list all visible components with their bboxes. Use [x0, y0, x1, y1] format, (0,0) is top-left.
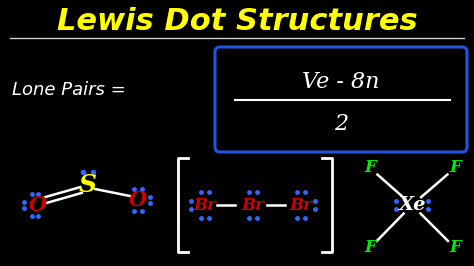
Text: O: O — [29, 195, 47, 215]
Text: F: F — [364, 160, 376, 177]
Text: Br: Br — [193, 197, 216, 214]
Text: F: F — [449, 160, 461, 177]
Text: Xe: Xe — [398, 196, 426, 214]
Text: 2: 2 — [334, 113, 348, 135]
Text: Lone Pairs =: Lone Pairs = — [12, 81, 126, 99]
Text: O: O — [129, 190, 147, 210]
Text: Lewis Dot Structures: Lewis Dot Structures — [57, 7, 417, 36]
Text: F: F — [449, 239, 461, 256]
Text: Br: Br — [242, 197, 264, 214]
Text: Ve - 8n: Ve - 8n — [302, 71, 380, 93]
Text: F: F — [364, 239, 376, 256]
Text: Br: Br — [290, 197, 312, 214]
Text: S: S — [79, 173, 97, 197]
